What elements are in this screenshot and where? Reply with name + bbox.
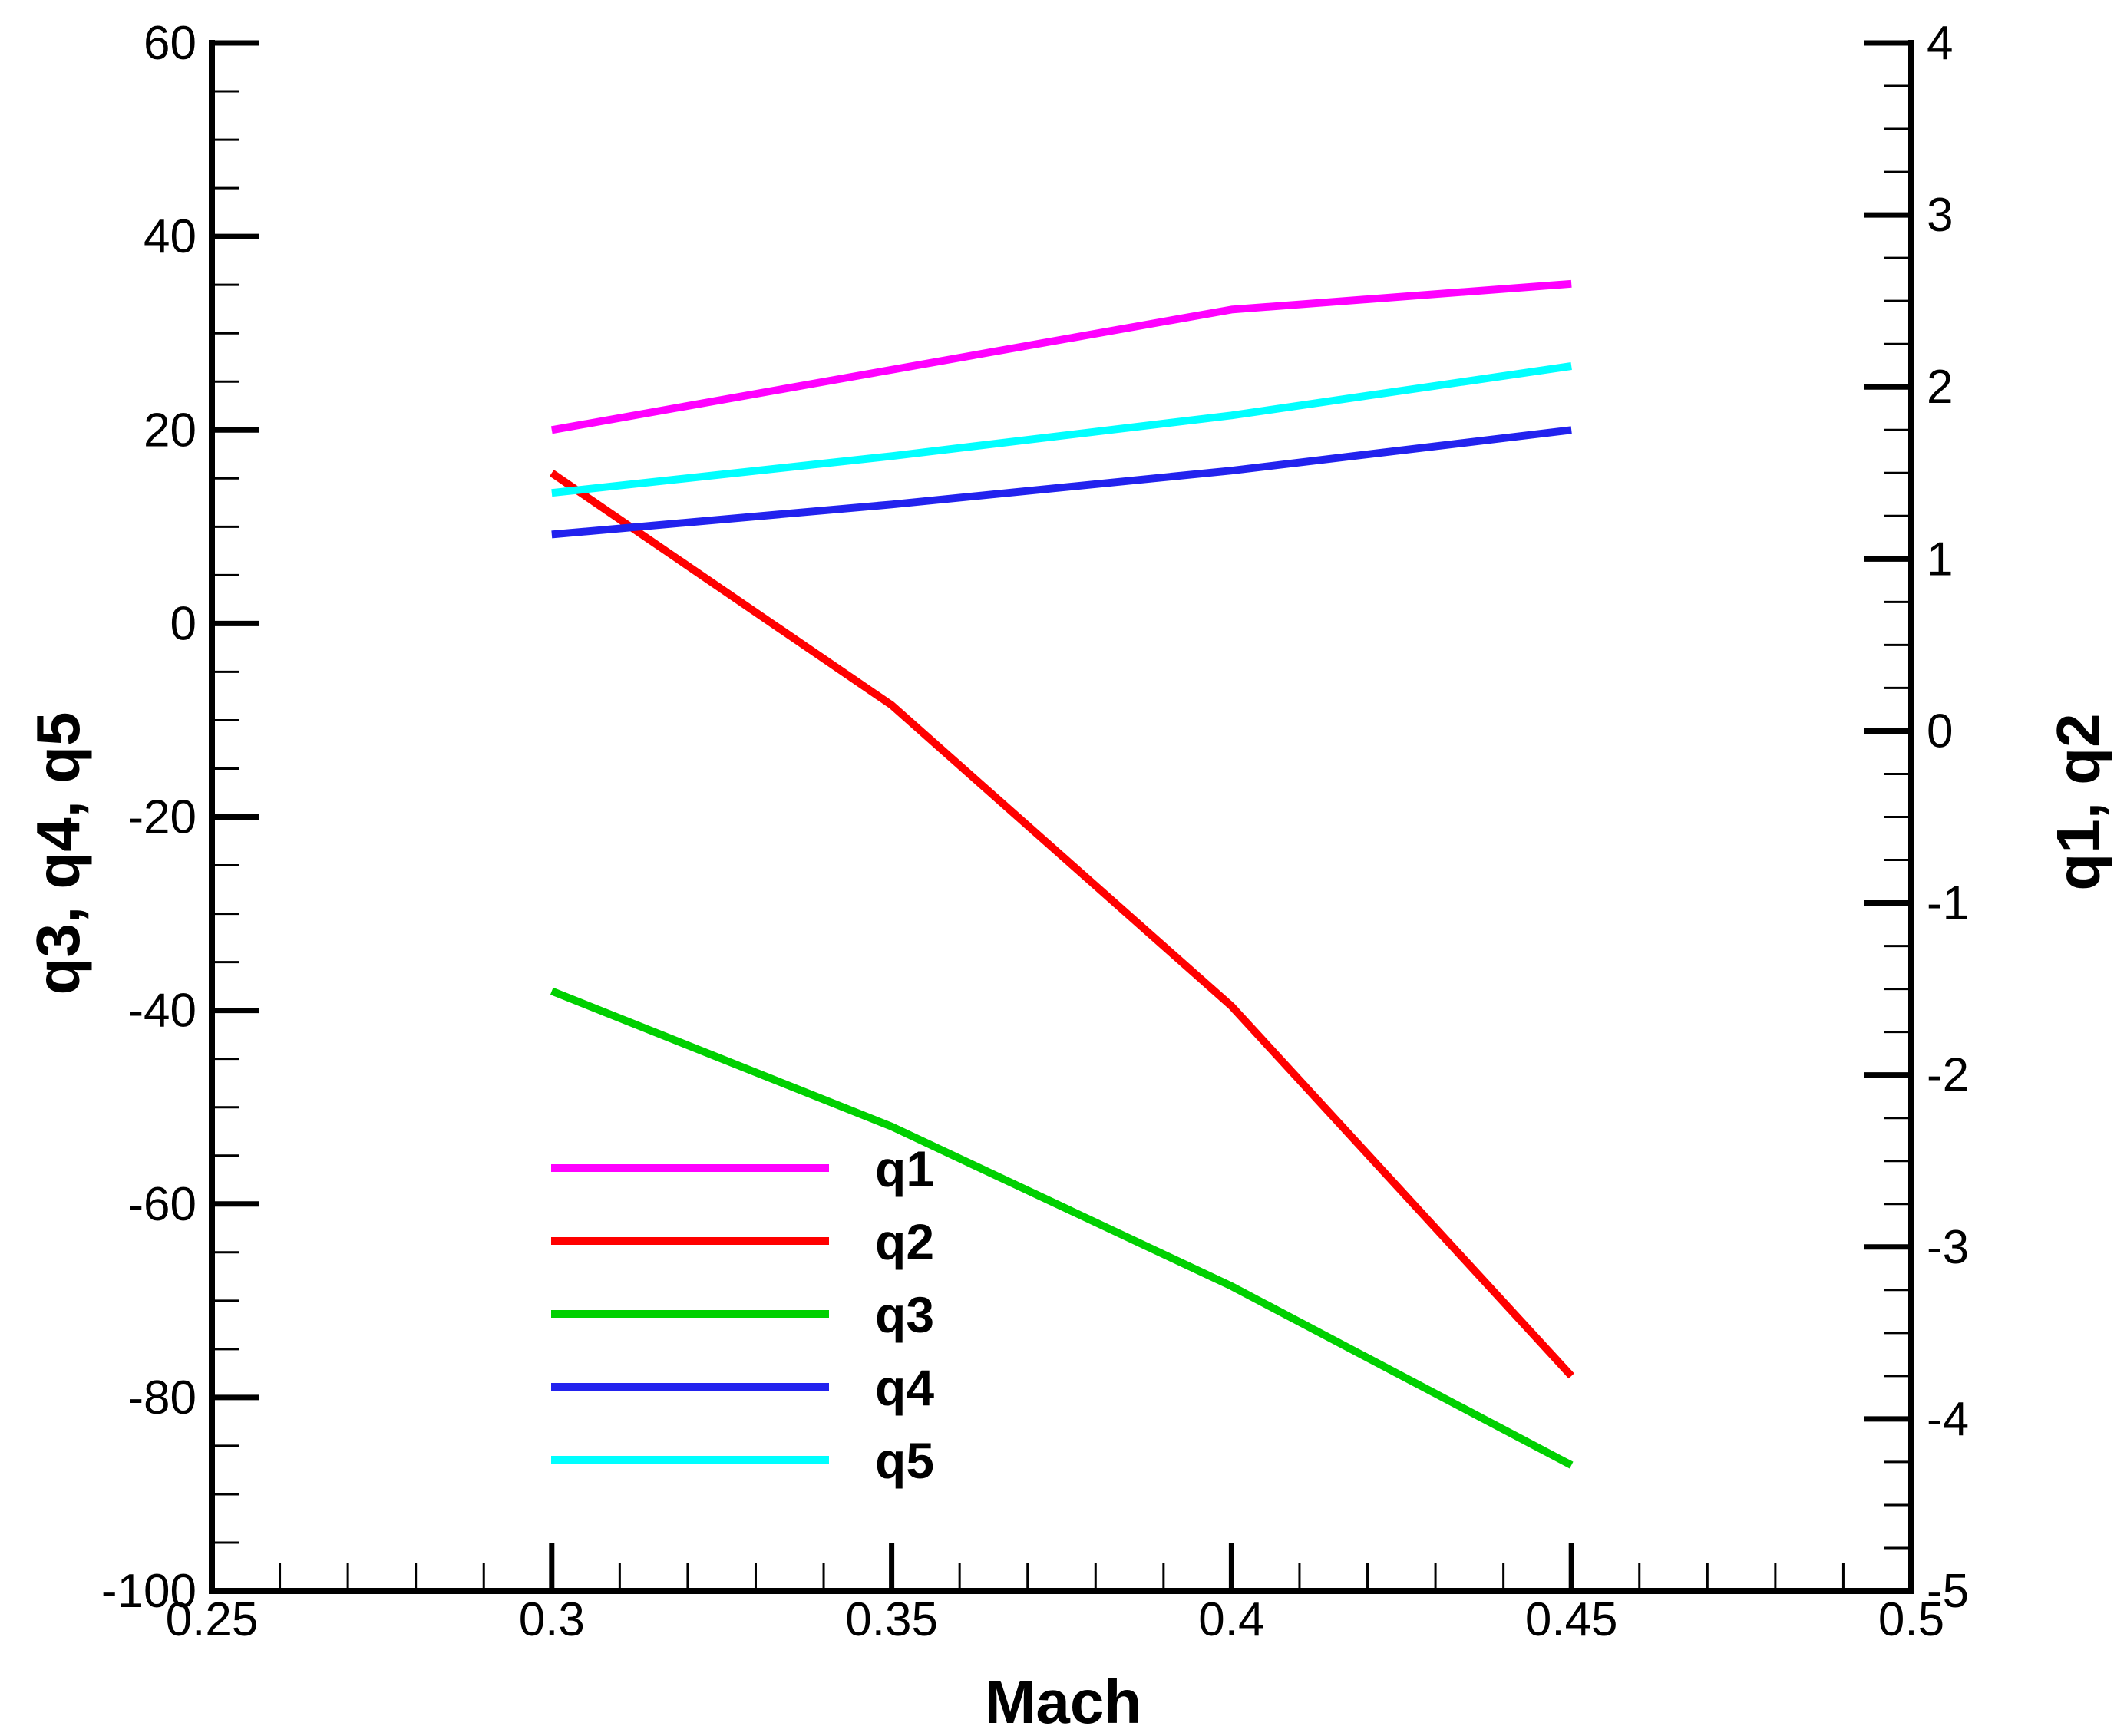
y-right-tick-label: 0 — [1927, 705, 1953, 757]
y-right-axis-title: q1, q2 — [2044, 713, 2112, 890]
series-line-q3 — [550, 987, 1574, 1469]
axes: 6040200-20-40-60-80-10043210-1-2-3-4-50.… — [101, 17, 1969, 1646]
x-tick-label: 0.25 — [166, 1593, 259, 1646]
y-left-tick-label: -80 — [127, 1371, 197, 1424]
series-line-q1 — [550, 279, 1572, 434]
legend-label-q2: q2 — [875, 1213, 934, 1270]
y-left-tick-label: 20 — [144, 404, 197, 457]
x-tick-label: 0.5 — [1878, 1593, 1944, 1646]
y-right-tick-label: -2 — [1927, 1049, 1969, 1102]
series-layer — [549, 279, 1574, 1469]
y-right-tick-label: -3 — [1927, 1221, 1969, 1274]
legend-label-q3: q3 — [875, 1286, 934, 1343]
y-left-tick-label: -40 — [127, 985, 197, 1038]
y-left-tick-label: 60 — [144, 17, 197, 70]
y-right-tick-label: 3 — [1927, 189, 1953, 242]
legend: q1 q2 q3 q4 q5 — [551, 1140, 934, 1489]
legend-label-q1: q1 — [875, 1140, 934, 1197]
y-left-tick-label: 40 — [144, 210, 197, 263]
y-right-tick-label: 1 — [1927, 533, 1953, 586]
y-left-tick-label: -60 — [127, 1178, 197, 1231]
series-line-q2 — [549, 470, 1574, 1379]
y-left-tick-label: -100 — [101, 1565, 197, 1618]
x-tick-label: 0.3 — [519, 1593, 585, 1646]
y-left-axis-title: q3, q4, q5 — [24, 712, 92, 995]
y-right-tick-label: -4 — [1927, 1393, 1969, 1446]
legend-label-q5: q5 — [875, 1432, 934, 1489]
x-tick-label: 0.35 — [845, 1593, 938, 1646]
x-tick-label: 0.45 — [1525, 1593, 1618, 1646]
y-right-tick-label: -5 — [1927, 1565, 1969, 1618]
y-left-tick-label: -20 — [127, 791, 197, 844]
y-right-tick-label: 2 — [1927, 361, 1953, 414]
series-line-q5 — [551, 362, 1572, 497]
series-line-q4 — [551, 426, 1572, 539]
y-left-tick-label: 0 — [170, 597, 197, 650]
legend-label-q4: q4 — [875, 1359, 934, 1416]
x-tick-label: 0.4 — [1198, 1593, 1264, 1646]
x-axis-title: Mach — [985, 1668, 1142, 1736]
y-right-tick-label: 4 — [1927, 17, 1953, 70]
y-right-tick-label: -1 — [1927, 877, 1969, 930]
